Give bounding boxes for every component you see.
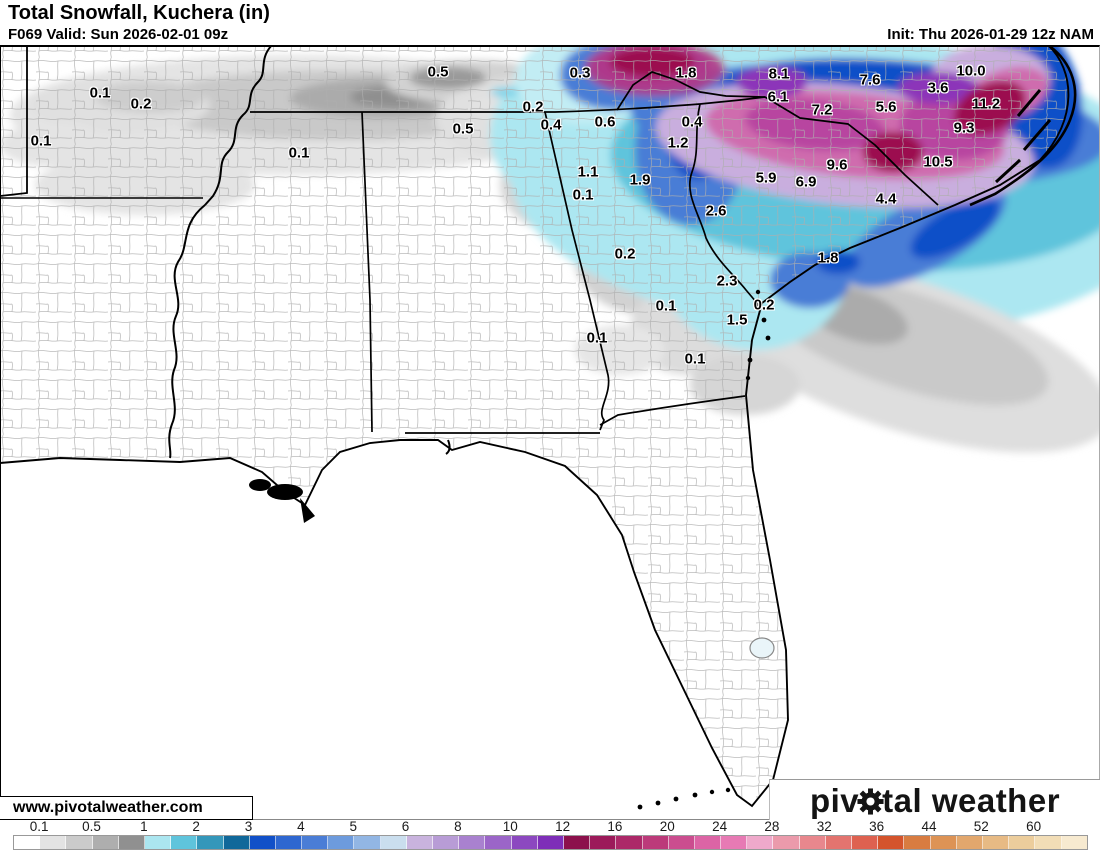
colorbar-cell [275, 836, 303, 849]
colorbar-cell [144, 836, 172, 849]
colorbar-cell [354, 836, 381, 849]
colorbar-ticks: 0.1 0.5 1 2 3 4 5 6 8 10 12 16 20 24 28 32 36 44 52 60 [13, 819, 1086, 835]
colorbar-cell [380, 836, 407, 849]
header: Total Snowfall, Kuchera (in) F069 Valid:… [0, 0, 1100, 45]
weather-map [0, 45, 1100, 810]
page-title: Total Snowfall, Kuchera (in) [8, 2, 270, 24]
colorbar-cell [982, 836, 1010, 849]
colorbar-cell [668, 836, 695, 849]
colorbar: 0.1 0.5 1 2 3 4 5 6 8 10 12 16 20 24 28 32 36 44 52 60 [0, 819, 1100, 850]
coastal-details [249, 45, 1077, 810]
colorbar-tick-label: 6 [401, 819, 410, 834]
colorbar-tick-label: 1 [140, 819, 148, 834]
colorbar-cell [773, 836, 800, 849]
colorbar-cell [956, 836, 983, 849]
colorbar-cell [721, 836, 748, 849]
colorbar-tick-label: 12 [555, 819, 571, 834]
map-frame [0, 45, 1100, 820]
init-time-text: Init: Thu 2026-01-29 12z NAM [887, 26, 1094, 43]
colorbar-cell [459, 836, 486, 849]
colorbar-tick-label: 52 [973, 819, 989, 834]
colorbar-tick-label: 60 [1026, 819, 1042, 834]
colorbar-cell [66, 836, 93, 849]
colorbar-tick-label: 8 [454, 819, 462, 834]
colorbar-cell [642, 836, 669, 849]
colorbar-tick-label: 32 [816, 819, 832, 834]
valid-time-text: F069 Valid: Sun 2026-02-01 09z [8, 26, 229, 43]
colorbar-cell [1009, 836, 1036, 849]
pivotal-weather-logo: piv tal weather [769, 779, 1100, 821]
colorbar-tick-label: 4 [297, 819, 305, 834]
colorbar-cell [590, 836, 617, 849]
colorbar-cell [694, 836, 722, 849]
gear-icon [857, 787, 884, 815]
colorbar-tick-label: 44 [921, 819, 937, 834]
colorbar-cell [616, 836, 643, 849]
colorbar-tick-label: 0.1 [29, 819, 49, 834]
colorbar-cell [171, 836, 198, 849]
colorbar-cell [747, 836, 774, 849]
colorbar-cell [197, 836, 224, 849]
colorbar-tick-label: 3 [244, 819, 253, 834]
colorbar-tick-label: 10 [502, 819, 518, 834]
colorbar-cell [799, 836, 826, 849]
colorbar-cell [118, 836, 145, 849]
colorbar-cell [852, 836, 879, 849]
colorbar-tick-label: 36 [869, 819, 885, 834]
colorbar-cell [223, 836, 250, 849]
colorbar-tick-label: 2 [192, 819, 200, 834]
colorbar-cell [537, 836, 564, 849]
watermark-url: www.pivotalweather.com [0, 796, 253, 820]
colorbar-tick-label: 5 [349, 819, 357, 834]
state-borders [0, 45, 939, 459]
colorbar-cell [302, 836, 329, 849]
colorbar-cell [328, 836, 355, 849]
colorbar-cell [485, 836, 512, 849]
colorbar-cell [92, 836, 119, 849]
colorbar-cell [825, 836, 852, 849]
colorbar-cell [1061, 836, 1087, 849]
colorbar-cell [249, 836, 276, 849]
colorbar-cell [878, 836, 905, 849]
colorbar-cell [930, 836, 957, 849]
colorbar-scale [13, 835, 1088, 850]
colorbar-cell [904, 836, 931, 849]
colorbar-tick-label: 20 [659, 819, 675, 834]
colorbar-cell [406, 836, 433, 849]
logo-text: piv tal weather [809, 781, 1061, 819]
colorbar-cell [14, 836, 41, 849]
colorbar-cell [563, 836, 591, 849]
colorbar-tick-label: 16 [607, 819, 623, 834]
colorbar-cell [511, 836, 538, 849]
colorbar-tick-label: 24 [712, 819, 728, 834]
colorbar-tick-label: 28 [764, 819, 780, 834]
colorbar-cell [40, 836, 67, 849]
colorbar-cell [433, 836, 460, 849]
colorbar-cell [1035, 836, 1062, 849]
colorbar-tick-label: 0.5 [82, 819, 101, 834]
